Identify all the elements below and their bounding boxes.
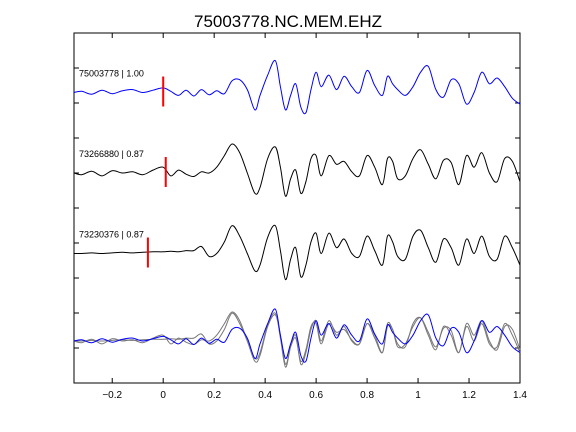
trace-label: 73230376 | 0.87 [79,230,144,240]
overlay-trace [73,308,521,363]
x-tick-label: 1.2 [462,390,476,401]
x-tick-label: 0.6 [309,390,323,401]
waveform-trace [73,59,521,115]
x-tick-label: 1 [415,390,421,401]
x-tick-label: 0 [160,390,166,401]
waveform-trace [73,143,521,197]
y-axis-ticks [74,67,520,349]
overlay-trace [73,312,521,368]
plot-frame [73,32,521,384]
chart-title: 75003778.NC.MEM.EHZ [194,12,382,31]
waveform-overlay [73,308,521,368]
x-tick-label: −0.2 [102,390,122,401]
trace-label: 73266880 | 0.87 [79,149,144,159]
x-tick-label: 0.2 [207,390,221,401]
x-tick-label: 1.4 [513,390,527,401]
overlay-trace [73,311,521,365]
waveform-traces [73,59,521,281]
trace-label: 75003778 | 1.00 [79,69,144,79]
x-tick-label: 0.4 [258,390,272,401]
x-axis: −0.2 0 0.2 0.4 0.6 0.8 1 1.2 1.4 [102,33,527,401]
x-tick-label: 0.8 [360,390,374,401]
waveform-trace [73,224,521,281]
trace-labels: 75003778 | 1.00 73266880 | 0.87 73230376 |… [79,69,144,240]
